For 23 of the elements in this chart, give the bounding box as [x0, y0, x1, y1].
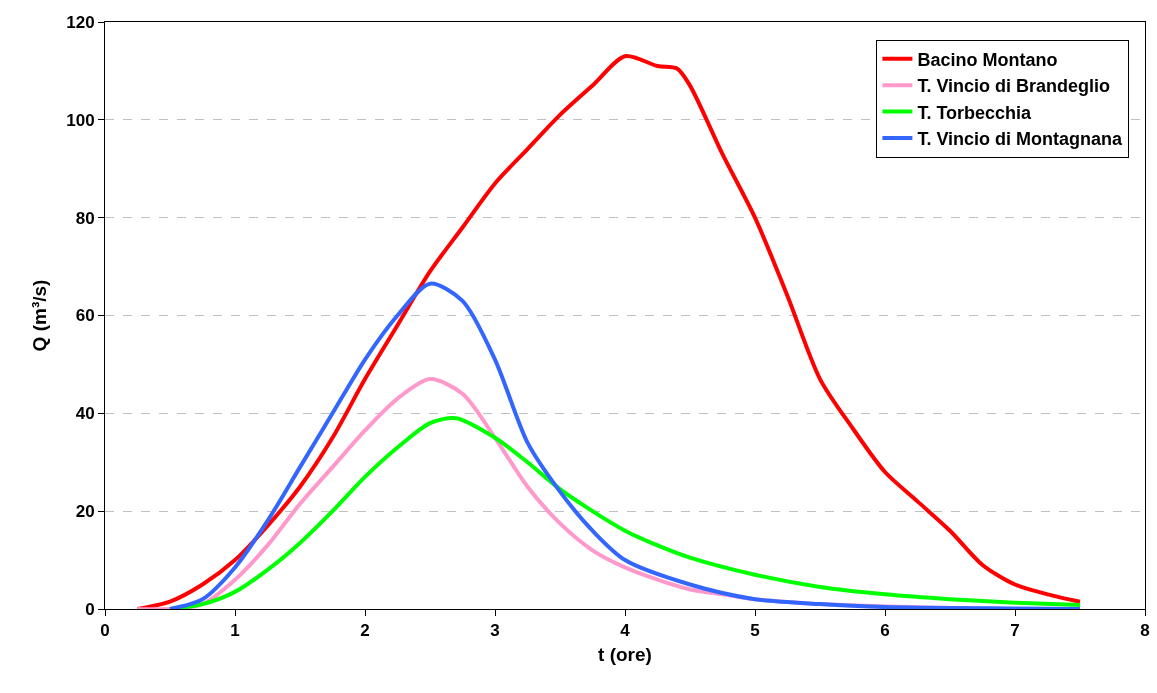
y-tick-label: 100: [66, 110, 95, 130]
x-tick-label: 1: [230, 621, 240, 641]
y-tick-label: 20: [75, 502, 95, 522]
x-tick-label: 5: [750, 621, 760, 641]
x-tick-label: 2: [360, 621, 370, 641]
y-tick-label: 0: [85, 599, 95, 619]
y-tick-label: 120: [66, 12, 95, 32]
x-tick-label: 8: [1140, 621, 1150, 641]
legend-label: T. Torbecchia: [917, 102, 1033, 123]
x-tick-label: 0: [100, 621, 110, 641]
x-tick-label: 7: [1010, 621, 1020, 641]
y-tick-label: 60: [75, 306, 95, 326]
x-axis-title: t (ore): [598, 644, 652, 666]
x-tick-label: 4: [620, 621, 631, 641]
y-axis-title: Q (m³/s): [29, 279, 51, 352]
x-tick-label: 3: [490, 621, 500, 641]
y-tick-label: 80: [75, 208, 95, 228]
legend-label: T. Vincio di Brandeglio: [917, 76, 1111, 97]
line-series: [168, 281, 1082, 609]
y-tick-label: 40: [75, 404, 95, 424]
legend-label: T. Vincio di Montagnana: [917, 129, 1124, 150]
x-tick-label: 6: [880, 621, 890, 641]
legend-label: Bacino Montano: [917, 49, 1058, 70]
